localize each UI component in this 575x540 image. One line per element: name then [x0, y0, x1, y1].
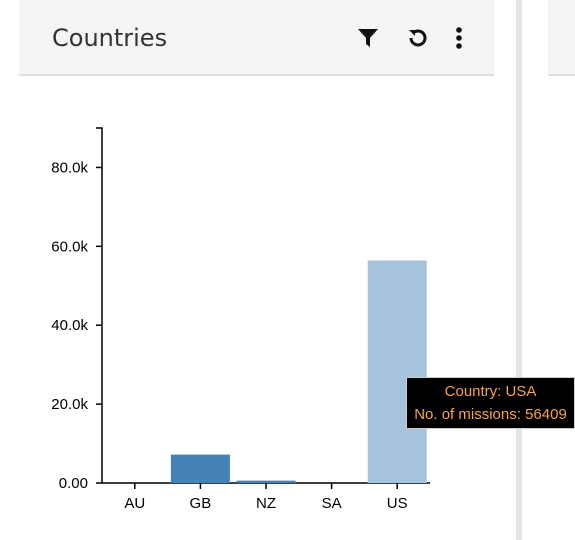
panel-header: Countries — [19, 0, 494, 76]
y-tick-label: 20.0k — [51, 396, 88, 413]
filter-button[interactable] — [352, 22, 384, 54]
x-tick-label: GB — [190, 495, 212, 512]
reset-button[interactable] — [402, 22, 434, 54]
x-tick-label: NZ — [256, 495, 276, 512]
y-tick-label: 60.0k — [51, 238, 88, 255]
bar-gb[interactable] — [170, 454, 230, 483]
chart-tooltip: Country: USA No. of missions: 56409 — [406, 377, 575, 429]
x-tick-label: US — [387, 495, 408, 512]
y-tick-label: 0.00 — [59, 475, 88, 492]
bars — [170, 260, 427, 483]
filter-icon — [358, 29, 378, 47]
y-axis-line — [96, 127, 103, 483]
y-tick-label: 80.0k — [51, 159, 88, 176]
y-axis: 0.00 20.0k 40.0k 60.0k 80.0k — [51, 127, 103, 492]
more-options-icon — [456, 27, 462, 49]
tooltip-country: Country: USA — [444, 383, 537, 400]
more-options-button[interactable] — [443, 22, 475, 54]
y-tick-label: 40.0k — [51, 317, 88, 334]
adjacent-panel-header — [548, 0, 575, 76]
bar-nz[interactable] — [236, 480, 296, 483]
tooltip-missions: No. of missions: 56409 — [414, 406, 567, 423]
bar-us[interactable] — [367, 260, 427, 483]
x-axis: AU GB NZ SA US — [102, 482, 430, 512]
panel-divider[interactable] — [516, 0, 522, 540]
x-tick-label: SA — [322, 495, 342, 512]
panel-title: Countries — [52, 24, 168, 52]
x-tick-label: AU — [124, 495, 145, 512]
reset-icon — [409, 29, 427, 47]
